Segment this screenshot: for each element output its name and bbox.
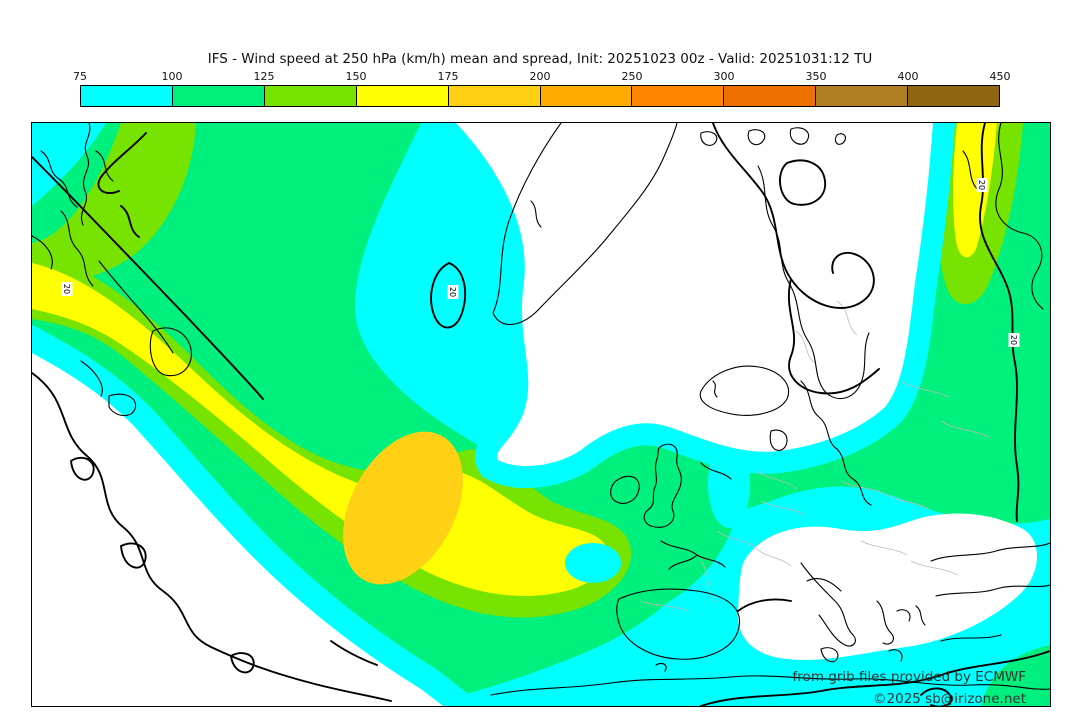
- band-125-150: [32, 123, 196, 283]
- coastline-newfoundland: [108, 327, 192, 417]
- band-100-125: [981, 645, 1050, 706]
- band-150-175: [953, 123, 997, 258]
- calm-region-southwest: [32, 353, 443, 706]
- coastline-france: [660, 462, 732, 570]
- contour-path: [779, 159, 826, 206]
- band-175-200: [343, 431, 463, 585]
- tick-label: 175: [437, 70, 459, 83]
- attribution-ecmwf: from grib files provided by ECMWF: [793, 669, 1026, 685]
- colorbar-segment: [540, 86, 633, 106]
- biscay-band: [565, 543, 621, 583]
- border-path: [795, 330, 990, 438]
- coastline-arctic-islands: [700, 127, 846, 146]
- contour-path: [700, 598, 1050, 706]
- contour-path: [430, 262, 466, 329]
- contour-path: [32, 372, 392, 702]
- coastline-italy: [800, 562, 856, 663]
- map-canvas: 20 20 20 20 from grib files provided by …: [32, 123, 1050, 706]
- coastline-africa: [490, 675, 1050, 696]
- colorbar-segment: [724, 86, 817, 106]
- map-frame: 20 20 20 20 from grib files provided by …: [31, 122, 1051, 707]
- tick-label: 250: [621, 70, 643, 83]
- contour-label-text: 20: [1009, 335, 1018, 345]
- coastline-turkey-black-sea: [930, 542, 1050, 642]
- tick-label: 125: [253, 70, 275, 83]
- contour-label: 20: [976, 178, 988, 192]
- colorbar-segment: [356, 86, 449, 106]
- coastline-labrador: [80, 260, 174, 397]
- border-layer: [640, 300, 990, 612]
- border-path: [700, 530, 792, 604]
- tick-label: 450: [989, 70, 1011, 83]
- coastline-scandinavia: [757, 165, 872, 506]
- colorbar-segment: [816, 86, 909, 106]
- contour-path: [97, 132, 147, 238]
- contour-labels: 20 20 20 20: [61, 178, 1020, 347]
- coastline-iceland: [699, 365, 789, 416]
- contour-path: [712, 123, 880, 395]
- coastline-ireland: [610, 475, 640, 504]
- tick-label: 400: [897, 70, 919, 83]
- border-path: [840, 480, 958, 576]
- tick-label: 300: [713, 70, 735, 83]
- border-path: [640, 300, 858, 612]
- coastline-greenland: [492, 123, 678, 326]
- tick-label: 200: [529, 70, 551, 83]
- contour-label-text: 20: [448, 287, 457, 297]
- contour-path: [32, 156, 264, 400]
- border-path: [756, 470, 806, 516]
- wind-field-layer: [32, 123, 1050, 706]
- contour-label-text: 20: [977, 180, 986, 190]
- calm-region-mediterranean: [737, 513, 1038, 660]
- contour-label-text: 20: [62, 284, 71, 294]
- tick-label: 100: [161, 70, 183, 83]
- colorbar-scale: [80, 85, 1000, 107]
- colorbar-segment: [81, 86, 173, 106]
- contour-label: 20: [61, 282, 73, 296]
- attribution-copyright: ©2025 sb@irizone.net: [873, 691, 1026, 706]
- colorbar-ticks: 75 100 125 150 175 200 250 300 350 400 4…: [73, 70, 1011, 85]
- coastline-white-sea: [962, 123, 1044, 310]
- coastline-canada: [32, 123, 114, 287]
- coastline-britain: [643, 443, 682, 528]
- colorbar-segment: [908, 86, 1000, 106]
- contour-path: [979, 123, 1020, 522]
- colorbar: 75 100 125 150 175 200 250 300 350 400 4…: [73, 70, 1011, 107]
- contour-label: 20: [447, 285, 459, 299]
- coastline-layer: [32, 123, 1050, 696]
- tick-label: 350: [805, 70, 827, 83]
- chart-title: IFS - Wind speed at 250 hPa (km/h) mean …: [207, 51, 873, 67]
- band-150-175: [32, 263, 608, 596]
- tick-label: 75: [73, 70, 87, 83]
- calm-region-north: [456, 123, 933, 467]
- coastline-greece: [876, 600, 926, 662]
- colorbar-segment: [448, 86, 541, 106]
- contour-label: 20: [1008, 333, 1020, 347]
- tick-label: 150: [345, 70, 367, 83]
- coastline-iberia: [616, 588, 741, 672]
- colorbar-segment: [632, 86, 725, 106]
- colorbar-segment: [172, 86, 265, 106]
- spread-contour-layer: [32, 123, 1050, 706]
- colorbar-segment: [264, 86, 357, 106]
